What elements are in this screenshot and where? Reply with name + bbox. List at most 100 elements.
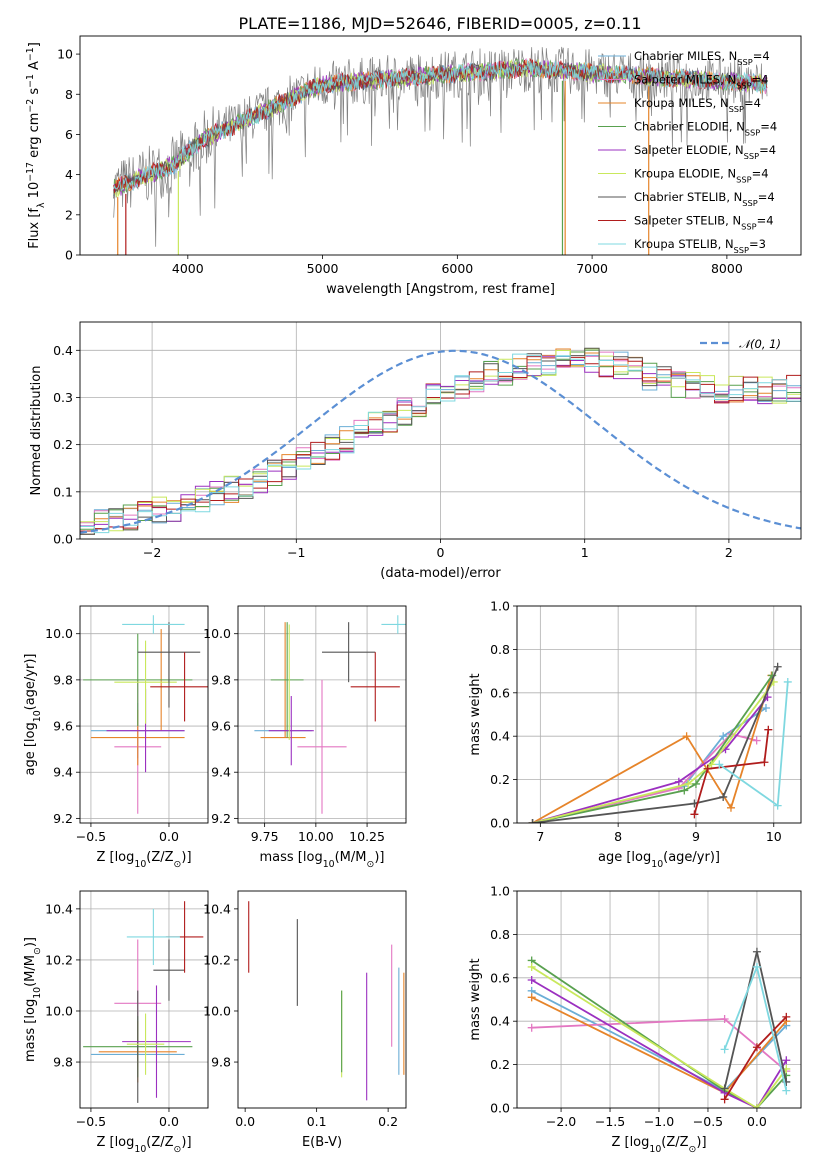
x-axis-label: Z [log10​(Z/Z⊙​)] xyxy=(96,850,191,870)
axes-frame xyxy=(79,890,209,1109)
x-tick-label: −0.5 xyxy=(76,1114,106,1129)
y-tick-label: 10.2 xyxy=(203,952,231,967)
x-axis-label: age [log10​(age/yr)] xyxy=(598,850,720,870)
y-axis-label: Flux [fλ​ 10−17​ erg cm−2​ s−1​ A−1​] xyxy=(25,42,47,249)
y-tick-label: 0.8 xyxy=(490,642,510,657)
weight-marker xyxy=(684,779,693,788)
weight-marker xyxy=(707,760,716,769)
spectrum-model-line xyxy=(113,59,768,191)
y-tick-label: 10 xyxy=(57,47,73,62)
normal-curve xyxy=(80,349,801,534)
y-tick-label: 10.0 xyxy=(203,1003,231,1018)
legend-label: Chabrier STELIB, NSSP​=4 xyxy=(634,190,775,208)
weight-marker xyxy=(680,786,689,795)
axes-frame xyxy=(516,605,802,824)
axes-frame xyxy=(79,321,802,540)
y-tick-label: 0.4 xyxy=(53,343,73,358)
y-tick-label: 0.1 xyxy=(53,484,73,499)
x-tick-label: 8 xyxy=(614,829,622,844)
x-axis-label: Z [log10​(Z/Z⊙​)] xyxy=(96,1135,191,1155)
y-tick-label: 0.6 xyxy=(490,685,510,700)
legend-label: 𝒩(0, 1) xyxy=(739,337,781,351)
histogram-step xyxy=(80,353,801,534)
y-tick-label: 4 xyxy=(65,167,73,182)
x-tick-label: −0.5 xyxy=(693,1114,723,1129)
weight-marker xyxy=(720,1045,729,1054)
x-axis-label: (data-model)/error xyxy=(380,566,501,581)
axes-frame xyxy=(79,605,209,824)
y-tick-label: 1.0 xyxy=(490,599,510,614)
weight-marker xyxy=(764,725,773,734)
y-tick-label: 10.4 xyxy=(203,901,231,916)
y-tick-label: 0.4 xyxy=(490,729,510,744)
legend-label: Chabrier MILES, NSSP​=4 xyxy=(634,49,770,67)
weight-line xyxy=(532,674,773,823)
y-tick-label: 9.2 xyxy=(53,811,73,826)
y-tick-label: 9.2 xyxy=(211,811,231,826)
axes-frame xyxy=(79,35,802,256)
weight-marker xyxy=(674,777,683,786)
y-tick-label: 9.6 xyxy=(53,719,73,734)
x-tick-label: −0.5 xyxy=(76,829,106,844)
x-tick-label: 6000 xyxy=(441,261,473,276)
x-tick-label: 0.0 xyxy=(747,1114,767,1129)
y-tick-label: 0.6 xyxy=(490,970,510,985)
weight-line xyxy=(532,675,773,823)
legend-label: Salpeter MILES, NSSP​=4 xyxy=(634,73,769,91)
weight-line xyxy=(693,729,770,815)
weight-line xyxy=(532,732,757,823)
x-tick-label: 0.1 xyxy=(307,1114,327,1129)
y-tick-label: 10.2 xyxy=(45,952,73,967)
weight-marker xyxy=(773,662,782,671)
y-tick-label: 10.4 xyxy=(45,901,73,916)
y-tick-label: 0.2 xyxy=(490,772,510,787)
weight-line xyxy=(723,963,788,1091)
weight-marker xyxy=(528,819,537,823)
panel-age-vs-mass: 9.75 10.00 10.25 9.2 9.4 9.6 9.8 10.0 mass [log1… xyxy=(203,605,407,870)
plot-area xyxy=(83,615,208,814)
legend-label: Chabrier ELODIE, NSSP​=4 xyxy=(634,120,777,138)
panel-mass-weight-vs-Z: −2.0 −1.5 −1.0 −0.5 0.0 0.0 0.2 0.4 0.6 0.8 1.0 Z [… xyxy=(468,884,802,1155)
plot-area xyxy=(528,662,792,823)
weight-marker xyxy=(782,1056,791,1065)
histogram-step xyxy=(80,356,801,532)
plot-area xyxy=(83,901,204,1103)
histogram-step xyxy=(80,351,801,528)
weight-marker xyxy=(782,1012,791,1021)
plot-area xyxy=(113,46,768,255)
weight-marker xyxy=(527,975,536,984)
x-tick-label: 0.0 xyxy=(159,1114,179,1129)
y-tick-label: 0 xyxy=(65,248,73,263)
legend: Chabrier MILES, NSSP​=4 Salpeter MILES, N… xyxy=(598,49,777,255)
weight-marker xyxy=(691,779,700,788)
panel-mass-weight-vs-age: 7 8 9 10 0.0 0.2 0.4 0.6 0.8 1.0 age [log10​(age/y… xyxy=(468,599,802,870)
panel-mass-vs-Z: −0.5 0.0 9.8 10.0 10.2 10.4 Z [log10​(Z/Z⊙​)] m… xyxy=(23,890,209,1155)
x-axis-label: E(B-V) xyxy=(302,1135,342,1150)
x-tick-label: 0.0 xyxy=(235,1114,255,1129)
weight-marker xyxy=(720,1084,729,1093)
axes-frame xyxy=(237,605,407,824)
panel-age-vs-Z: −0.5 0.0 9.2 9.4 9.6 9.8 10.0 Z [log10​(Z/Z⊙​)]… xyxy=(23,605,209,870)
y-tick-label: 10.0 xyxy=(45,1003,73,1018)
weight-marker xyxy=(719,732,728,741)
weight-marker xyxy=(761,703,770,712)
weight-line xyxy=(531,966,788,1108)
axes-frame xyxy=(237,890,407,1109)
y-tick-label: 10.0 xyxy=(203,626,231,641)
y-axis-label: age [log10​(age/yr)] xyxy=(23,654,43,776)
weight-marker xyxy=(719,792,728,801)
weight-marker xyxy=(703,764,712,773)
weight-marker xyxy=(782,1086,791,1095)
plot-area xyxy=(527,947,791,1108)
y-axis-label: Normed distribution xyxy=(29,366,44,496)
x-tick-label: −1.0 xyxy=(644,1114,674,1129)
figure-title: PLATE=1186, MJD=52646, FIBERID=0005, z=0… xyxy=(238,14,641,33)
weight-marker xyxy=(715,760,724,769)
histogram-step xyxy=(80,351,801,535)
plot-area xyxy=(254,615,406,814)
histogram-step xyxy=(80,348,801,532)
weight-marker xyxy=(527,1023,536,1032)
x-tick-label: 7000 xyxy=(576,261,608,276)
y-axis-label: mass [log10​(M/M⊙​)] xyxy=(23,937,43,1062)
x-tick-label: 1 xyxy=(581,545,589,560)
